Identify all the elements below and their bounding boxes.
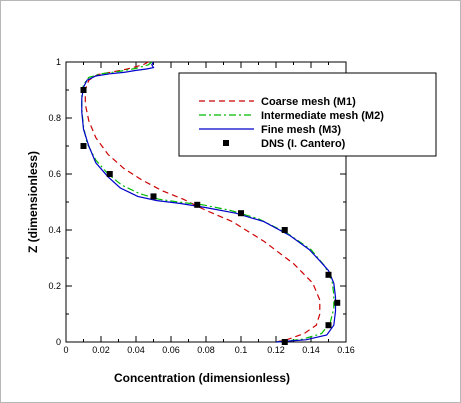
x-tick-label: 0.02 xyxy=(92,345,110,355)
dns-marker xyxy=(150,193,157,200)
legend-label-fine-mesh-m3: Fine mesh (M3) xyxy=(261,124,341,136)
dns-marker xyxy=(325,271,332,278)
legend-box xyxy=(178,72,437,157)
dns-marker xyxy=(80,143,87,149)
dns-marker xyxy=(238,210,244,217)
dns-marker xyxy=(281,227,288,233)
x-tick-label: 0.16 xyxy=(337,345,355,355)
legend: Coarse mesh (M1) Intermediate mesh (M2) Fi… xyxy=(178,72,437,157)
series-line-fine-mesh-m3 xyxy=(81,61,337,343)
y-tick-label: 1 xyxy=(56,57,61,67)
series-line-intermediate-mesh-m2 xyxy=(81,61,335,343)
y-tick-label: 0.6 xyxy=(48,169,61,179)
y-axis-title: Z (dimensionless) xyxy=(26,151,40,253)
y-tick-label: 0.4 xyxy=(48,225,61,235)
y-tick-label: 0 xyxy=(56,337,61,347)
legend-label-dns-i-cantero: DNS (I. Cantero) xyxy=(261,138,346,150)
x-tick-label: 0.12 xyxy=(267,345,285,355)
x-tick-label: 0 xyxy=(63,345,68,355)
x-axis-title: Concentration (dimensionless) xyxy=(114,371,290,385)
x-tick-label: 0.08 xyxy=(197,345,215,355)
y-tick-label: 0.8 xyxy=(48,113,61,123)
dns-marker xyxy=(334,299,341,306)
dns-marker xyxy=(80,87,87,93)
dns-marker xyxy=(194,201,201,208)
x-tick-label: 0.06 xyxy=(162,345,180,355)
dns-marker xyxy=(281,339,288,345)
dns-marker xyxy=(325,322,332,329)
legend-swatch-dns xyxy=(223,140,229,146)
dns-marker xyxy=(106,171,113,177)
legend-label-intermediate-mesh-m2: Intermediate mesh (M2) xyxy=(261,110,384,122)
x-tick-label: 0.14 xyxy=(302,345,320,355)
y-tick-label: 0.2 xyxy=(48,281,61,291)
x-tick-label: 0.04 xyxy=(127,345,145,355)
x-tick-label: 0.1 xyxy=(235,345,248,355)
legend-label-coarse-mesh-m1: Coarse mesh (M1) xyxy=(261,96,356,108)
